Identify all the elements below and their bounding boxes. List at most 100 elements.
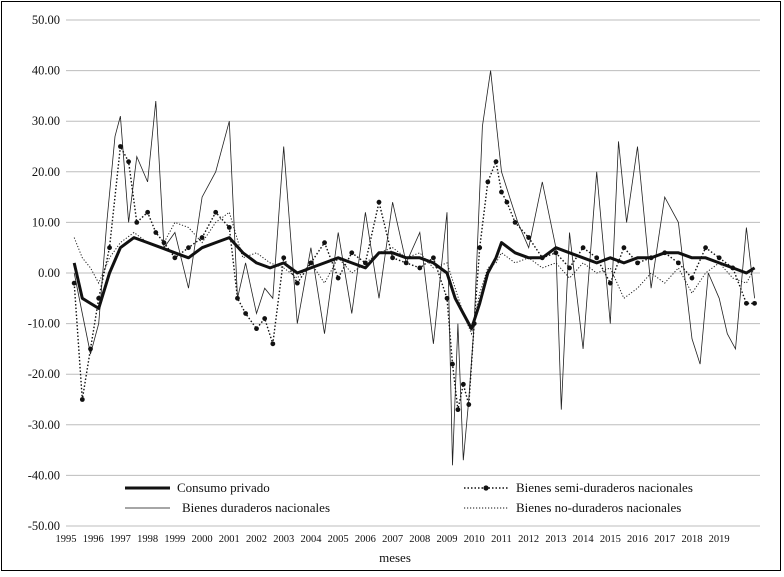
series-point-bienes-semi-duraderos-nacionales — [262, 316, 268, 321]
series-point-bienes-semi-duraderos-nacionales — [512, 220, 518, 225]
x-tick-label: 2017 — [654, 534, 675, 545]
x-axis-ticks: 1995 1996 1997 1998 1999 2000 2001 2002 2003 2004… — [56, 534, 730, 545]
series-point-bienes-semi-duraderos-nacionales — [504, 199, 510, 205]
series-point-bienes-semi-duraderos-nacionales — [199, 235, 205, 240]
x-tick-label: 2011 — [491, 534, 512, 545]
series-line-consumo-privado — [72, 236, 756, 331]
series-point-bienes-semi-duraderos-nacionales — [403, 260, 409, 266]
series-point-bienes-semi-duraderos-nacionales — [281, 255, 287, 261]
y-axis-ticks: 50.00 40.00 30.00 20.00 10.00 0.00 -10.00 -20.0… — [28, 13, 60, 533]
series-point-bienes-semi-duraderos-nacionales — [689, 275, 695, 281]
series-group — [71, 70, 757, 466]
x-tick-label: 2000 — [192, 534, 213, 545]
series-point-bienes-semi-duraderos-nacionales — [270, 341, 276, 347]
legend: Consumo privado Bienes semi-duraderos na… — [125, 480, 693, 515]
x-tick-label: 2018 — [681, 534, 702, 545]
series-point-bienes-semi-duraderos-nacionales — [88, 346, 93, 352]
x-tick-label: 1997 — [110, 534, 131, 545]
legend-marker-semi — [483, 485, 489, 491]
series-point-bienes-semi-duraderos-nacionales — [79, 397, 85, 402]
x-tick-label: 2002 — [246, 534, 267, 545]
series-point-bienes-semi-duraderos-nacionales — [235, 295, 240, 301]
series-point-bienes-semi-duraderos-nacionales — [362, 260, 368, 266]
y-tick-label: 0.00 — [38, 266, 60, 280]
series-line-bienes-no-duraderos-nacionales — [73, 211, 756, 336]
series-point-bienes-semi-duraderos-nacionales — [580, 245, 586, 251]
series-line-bienes-duraderos-nacionales — [73, 70, 755, 466]
x-tick-label: 2008 — [409, 534, 430, 545]
series-point-bienes-semi-duraderos-nacionales — [376, 199, 382, 205]
series-point-bienes-semi-duraderos-nacionales — [743, 300, 749, 306]
y-tick-label: -40.00 — [28, 468, 60, 482]
series-point-bienes-semi-duraderos-nacionales — [607, 280, 613, 286]
series-point-bienes-semi-duraderos-nacionales — [526, 235, 532, 240]
series-point-bienes-semi-duraderos-nacionales — [390, 255, 395, 261]
series-point-bienes-semi-duraderos-nacionales — [460, 381, 466, 387]
y-tick-label: 10.00 — [32, 215, 60, 229]
series-point-bienes-semi-duraderos-nacionales — [417, 265, 423, 271]
x-tick-label: 2015 — [600, 534, 621, 545]
series-point-bienes-semi-duraderos-nacionales — [635, 260, 640, 266]
x-tick-label: 2009 — [437, 534, 458, 545]
x-tick-label: 2001 — [219, 534, 240, 545]
legend-label-duraderos: Bienes duraderos nacionales — [182, 500, 330, 515]
x-tick-label: 1998 — [137, 534, 158, 545]
y-tick-label: -20.00 — [28, 367, 60, 381]
y-tick-label: -50.00 — [28, 519, 60, 533]
series-point-bienes-semi-duraderos-nacionales — [254, 326, 259, 332]
series-point-bienes-semi-duraderos-nacionales — [322, 240, 327, 246]
series-point-bienes-semi-duraderos-nacionales — [153, 230, 159, 235]
series-point-bienes-semi-duraderos-nacionales — [553, 250, 559, 256]
series-point-bienes-semi-duraderos-nacionales — [186, 245, 191, 251]
legend-label-consumo: Consumo privado — [177, 480, 270, 495]
x-tick-label: 1999 — [164, 534, 185, 545]
series-point-bienes-semi-duraderos-nacionales — [621, 245, 627, 251]
x-tick-label: 2019 — [709, 534, 730, 545]
x-tick-label: 2007 — [382, 534, 403, 545]
series-point-bienes-semi-duraderos-nacionales — [567, 265, 572, 271]
series-point-bienes-semi-duraderos-nacionales — [134, 220, 140, 225]
x-axis-title: meses — [379, 550, 411, 565]
legend-label-semi: Bienes semi-duraderos nacionales — [516, 480, 693, 495]
x-tick-label: 1995 — [56, 534, 77, 545]
x-tick-label: 1996 — [83, 534, 104, 545]
series-point-bienes-semi-duraderos-nacionales — [226, 225, 232, 230]
series-point-bienes-semi-duraderos-nacionales — [455, 407, 461, 413]
x-tick-label: 2003 — [273, 534, 294, 545]
series-point-bienes-semi-duraderos-nacionales — [145, 209, 151, 215]
series-point-bienes-semi-duraderos-nacionales — [450, 361, 455, 367]
series-point-bienes-semi-duraderos-nacionales — [594, 255, 600, 261]
series-point-bienes-semi-duraderos-nacionales — [349, 250, 355, 256]
series-point-bienes-semi-duraderos-nacionales — [431, 255, 436, 261]
x-tick-label: 2012 — [518, 534, 539, 545]
series-point-bienes-semi-duraderos-nacionales — [716, 255, 722, 261]
series-point-bienes-semi-duraderos-nacionales — [499, 189, 504, 195]
series-point-bienes-semi-duraderos-nacionales — [493, 159, 499, 165]
series-point-bienes-semi-duraderos-nacionales — [71, 280, 77, 286]
series-point-bienes-semi-duraderos-nacionales — [294, 280, 300, 286]
series-point-bienes-semi-duraderos-nacionales — [466, 402, 472, 407]
y-tick-label: 30.00 — [32, 114, 60, 128]
gridlines — [66, 19, 760, 527]
x-tick-label: 2014 — [573, 534, 595, 545]
y-tick-label: 40.00 — [32, 64, 60, 78]
series-point-bienes-semi-duraderos-nacionales — [485, 179, 491, 185]
series-point-bienes-semi-duraderos-nacionales — [477, 245, 483, 251]
y-tick-label: -30.00 — [28, 418, 60, 432]
series-point-bienes-semi-duraderos-nacionales — [118, 144, 123, 149]
series-point-bienes-semi-duraderos-nacionales — [126, 159, 131, 165]
series-point-bienes-semi-duraderos-nacionales — [675, 260, 681, 266]
series-point-bienes-semi-duraderos-nacionales — [107, 245, 112, 251]
y-tick-label: -10.00 — [28, 317, 60, 331]
y-tick-label: 50.00 — [32, 13, 60, 27]
x-tick-label: 2016 — [627, 534, 648, 545]
series-point-bienes-semi-duraderos-nacionales — [335, 275, 341, 281]
x-tick-label: 2013 — [545, 534, 566, 545]
series-point-bienes-semi-duraderos-nacionales — [308, 260, 314, 266]
x-tick-label: 2010 — [464, 534, 485, 545]
series-point-bienes-semi-duraderos-nacionales — [161, 240, 167, 246]
x-tick-label: 2005 — [328, 534, 349, 545]
y-tick-label: 20.00 — [32, 165, 60, 179]
